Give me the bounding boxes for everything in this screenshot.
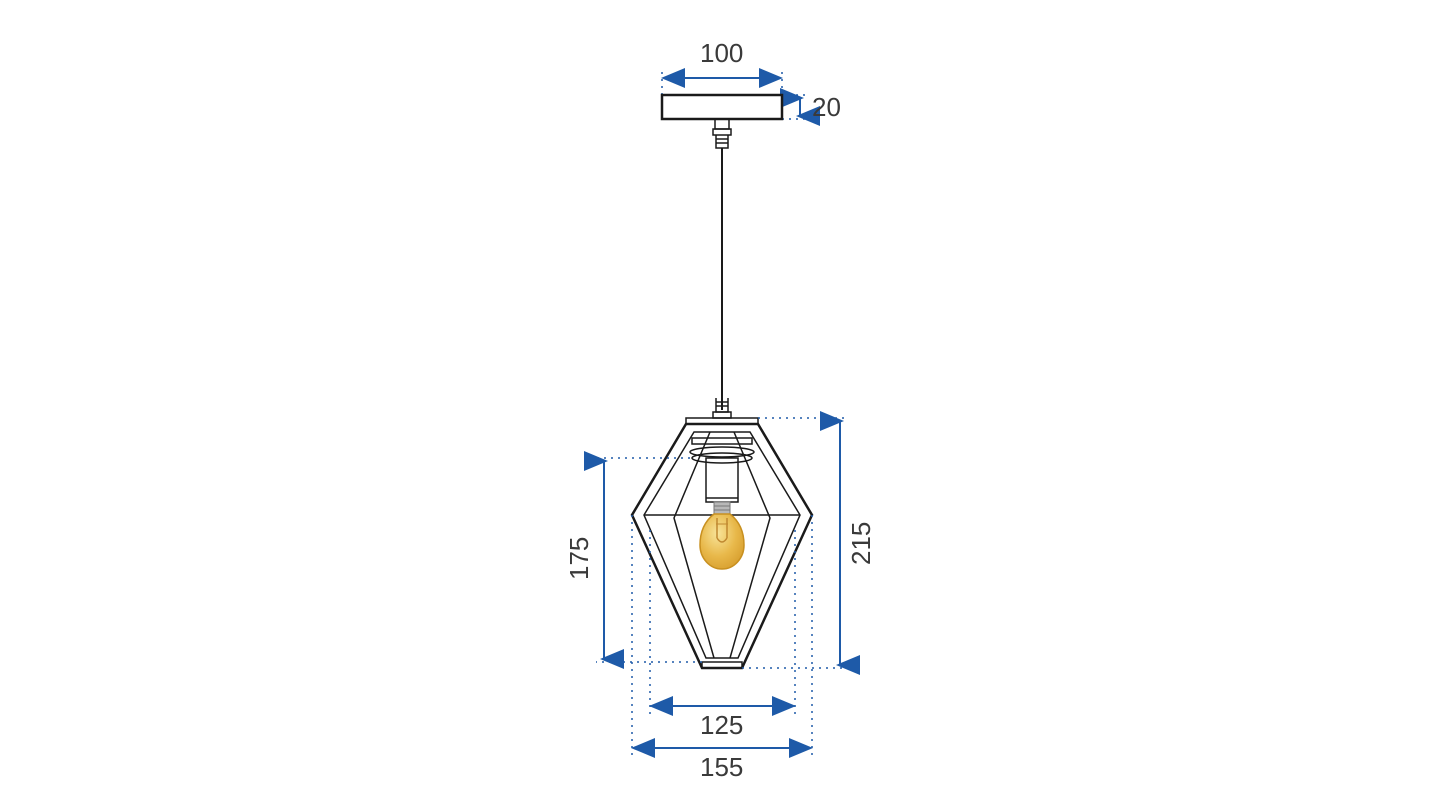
dim-label: 215	[846, 522, 876, 565]
technical-drawing: 100 20	[0, 0, 1445, 800]
dim-canopy-width: 100	[662, 38, 782, 95]
dim-canopy-height: 20	[782, 92, 841, 122]
canopy	[662, 95, 782, 148]
dim-label: 100	[700, 38, 743, 68]
dim-label: 175	[564, 537, 594, 580]
dim-label: 125	[700, 710, 743, 740]
dim-label: 155	[700, 752, 743, 782]
dim-label: 20	[812, 92, 841, 122]
